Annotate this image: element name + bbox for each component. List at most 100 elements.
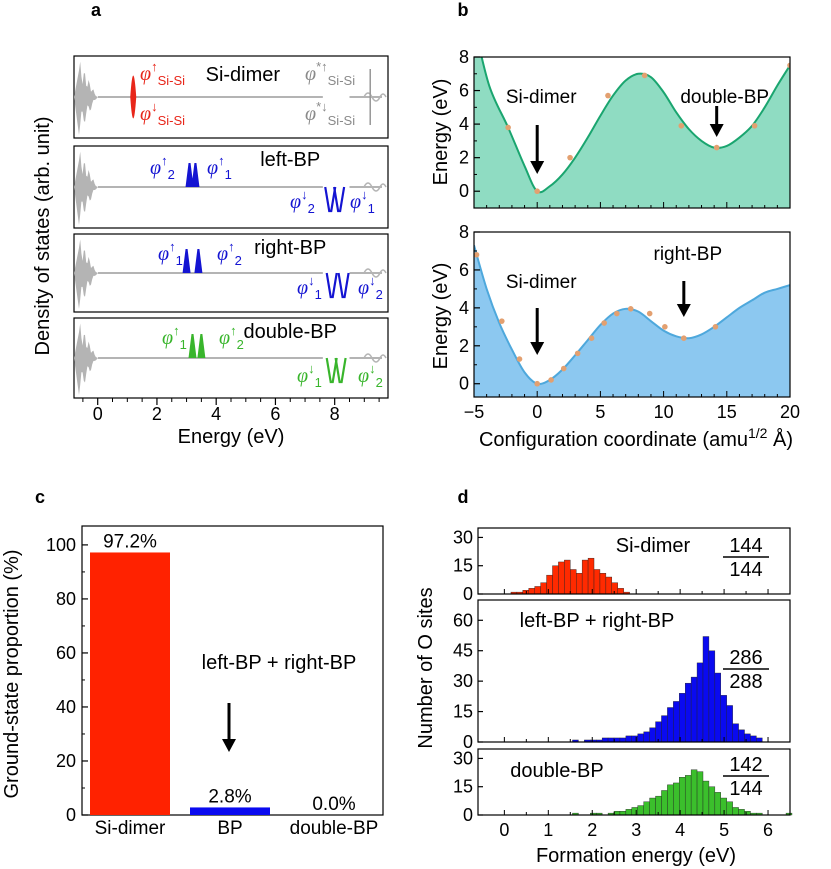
fraction-denominator: 144 xyxy=(729,778,762,800)
phi-up-2-label: φ↑2 xyxy=(150,153,175,182)
hist-bar xyxy=(696,771,704,816)
panel-b-xlabel: Configuration coordinate (amu1/2 Å) xyxy=(479,425,793,451)
energy-marker xyxy=(548,377,554,383)
hist-bar xyxy=(552,565,559,595)
hist-bar xyxy=(564,559,571,595)
conduction-band-dos xyxy=(363,353,387,363)
x-tick-label: 3 xyxy=(631,820,641,840)
y-tick-label: 0 xyxy=(463,584,473,604)
hist-bar xyxy=(673,782,680,816)
curve-clip-group xyxy=(474,244,790,397)
hist-frame xyxy=(477,599,791,743)
dos-subpanel-0: Si-dimer xyxy=(73,55,389,139)
hist-bar xyxy=(690,676,698,743)
y-tick-label: 60 xyxy=(56,643,76,663)
category-label: Si-dimer xyxy=(95,818,166,839)
dos-subpanel-label: left-BP xyxy=(260,149,320,171)
state-peak xyxy=(337,272,350,299)
hist-bar xyxy=(601,737,609,743)
phi-down-1-label: φ↓1 xyxy=(297,361,322,390)
energy-marker xyxy=(601,320,607,326)
y-tick-label: 0 xyxy=(459,181,469,201)
x-tick-label: 4 xyxy=(675,820,685,840)
dos-subpanel-2: right-BP xyxy=(73,233,389,313)
x-tick-label: 0 xyxy=(93,404,103,424)
bar-si-dimer xyxy=(90,552,170,815)
energy-marker xyxy=(567,154,573,161)
state-peak xyxy=(324,186,337,213)
hist-bar xyxy=(593,569,601,595)
hist-bar xyxy=(570,569,577,595)
energy-marker xyxy=(614,310,620,317)
fraction-numerator: 286 xyxy=(729,647,762,669)
x-tick-label: 0 xyxy=(532,402,542,422)
energy-marker xyxy=(574,350,581,357)
hist-bar xyxy=(673,701,680,743)
hist-bar xyxy=(607,737,615,743)
hist-bar xyxy=(667,707,674,743)
hist-bar xyxy=(613,737,621,743)
hist-bar xyxy=(714,792,721,816)
y-tick-label: 20 xyxy=(56,751,76,771)
panel-d-xlabel: Formation energy (eV) xyxy=(536,845,736,867)
phi-down-1-label: φ↓1 xyxy=(350,187,375,216)
hist-bar xyxy=(599,573,607,595)
hist-bar xyxy=(679,777,686,816)
phi-down-2-label: φ↓2 xyxy=(358,361,383,390)
phi-down-si-si-label: φ↓Si-Si xyxy=(140,99,185,128)
hist-bar xyxy=(667,784,674,816)
x-tick-label: 6 xyxy=(763,820,773,840)
y-tick-label: 15 xyxy=(453,777,473,797)
panel-c-annotation: left-BP + right-BP xyxy=(202,652,357,674)
valence-band-dos xyxy=(74,323,98,395)
hist-bar xyxy=(661,790,668,816)
energy-marker xyxy=(751,122,758,129)
panel-b-ylabel-bottom: Energy (eV) xyxy=(430,263,452,370)
dos-subpanel-label: double-BP xyxy=(244,321,337,343)
x-tick-label: 5 xyxy=(719,820,729,840)
hist-bar xyxy=(631,735,638,743)
hist-bar xyxy=(625,735,633,743)
hist-bar xyxy=(702,780,710,816)
phi-star-up-si-si-label: φ*↑Si-Si xyxy=(305,59,355,88)
annotation-arrow-head xyxy=(676,304,691,317)
x-tick-label: 1 xyxy=(543,820,553,840)
x-tick-label: 10 xyxy=(654,402,674,422)
hist-bar xyxy=(611,582,618,595)
hist-bar xyxy=(750,735,757,743)
hist-label: left-BP + right-BP xyxy=(520,610,675,632)
y-tick-label: 0 xyxy=(459,374,469,394)
hist-bar xyxy=(637,733,644,743)
energy-subpanel-1: 0 2 4 6 8 Si-dimer right-BP xyxy=(459,222,791,398)
energy-marker xyxy=(681,335,687,342)
hist-bar xyxy=(661,715,668,743)
energy-marker xyxy=(627,306,634,312)
hist-bar xyxy=(637,805,644,816)
y-tick-label: 30 xyxy=(453,671,473,691)
bp-arrow-head xyxy=(222,739,236,752)
annotation-arrow-head xyxy=(709,124,724,137)
fraction-denominator: 288 xyxy=(729,671,762,693)
y-tick-label: 0 xyxy=(66,805,76,825)
state-peak xyxy=(188,334,197,358)
energy-annotation: Si-dimer xyxy=(506,272,577,293)
bar-value-label: 97.2% xyxy=(103,531,157,552)
hist-bar xyxy=(587,557,595,595)
valence-band-dos xyxy=(74,151,98,225)
state-peak xyxy=(191,163,200,187)
hist-bar xyxy=(619,737,627,743)
y-tick-label: 2 xyxy=(459,336,469,356)
dos-subpanel-label: Si-dimer xyxy=(206,64,281,86)
annotation-arrow-head xyxy=(530,161,545,174)
valence-band-dos xyxy=(74,239,98,309)
y-tick-label: 80 xyxy=(56,589,76,609)
fraction-numerator: 144 xyxy=(729,535,762,557)
hist-bar xyxy=(732,723,739,743)
annotation-arrow-head xyxy=(530,342,545,355)
phi-up-1-label: φ↑1 xyxy=(158,239,183,268)
hist-bar xyxy=(684,682,692,743)
panel-label-a: a xyxy=(91,0,102,20)
